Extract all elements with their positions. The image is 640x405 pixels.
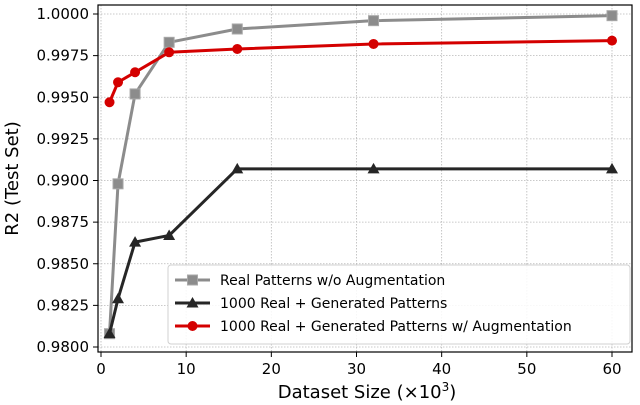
y-tick-label: 0.9975: [37, 47, 90, 65]
data-point-triangle: [606, 162, 618, 174]
y-tick-label: 0.9850: [37, 255, 90, 273]
x-tick-label: 60: [602, 360, 621, 378]
data-point-circle: [164, 47, 175, 58]
data-point-square: [368, 15, 380, 27]
data-point-triangle: [129, 236, 142, 247]
data-point-square: [606, 10, 618, 22]
y-tick-label: 0.9800: [37, 338, 90, 356]
x-axis-ticks: 0 10 20 30 40 50 60: [96, 352, 622, 378]
legend-label: Real Patterns w/o Augmentation: [220, 273, 445, 289]
y-tick-label: 0.9875: [37, 213, 90, 231]
y-tick-label: 1.0000: [37, 5, 90, 23]
legend-label: 1000 Real + Generated Patterns: [220, 296, 447, 312]
data-point-square: [163, 36, 175, 48]
series-real-no-aug: [104, 10, 618, 340]
data-point-square: [112, 178, 124, 190]
legend-box: [167, 264, 631, 345]
x-tick-label: 20: [262, 360, 281, 378]
legend: Real Patterns w/o Augmentation 1000 Real …: [167, 264, 631, 345]
data-point-triangle: [367, 162, 380, 174]
y-axis-label: R2 (Test Set): [2, 121, 23, 235]
data-point-triangle: [163, 229, 176, 240]
data-point-circle: [607, 35, 617, 46]
x-axis-label-superscript: 3: [442, 380, 450, 394]
plot-area-frame: [97, 4, 633, 353]
legend-marker-square: [187, 274, 198, 286]
series-line: [108, 39, 613, 103]
series-real-plus-generated-aug: [104, 35, 617, 108]
x-tick-label: 30: [347, 360, 366, 378]
x-axis-label-base: Dataset Size (×10: [278, 382, 442, 403]
x-tick-label: 50: [517, 360, 536, 378]
y-tick-label: 0.9825: [37, 296, 90, 314]
x-tick-label: 40: [432, 360, 451, 378]
data-point-circle: [104, 97, 115, 108]
legend-item-real-plus-generated: 1000 Real + Generated Patterns: [175, 296, 447, 312]
x-axis-label: Dataset Size (×103): [278, 380, 457, 403]
y-axis-ticks: 0.9800 0.9825 0.9850 0.9875 0.9900 0.9925 0.99…: [37, 5, 98, 356]
legend-item-real-plus-generated-aug: 1000 Real + Generated Patterns w/ Augmen…: [175, 319, 572, 335]
data-point-circle: [113, 77, 124, 88]
legend-label: 1000 Real + Generated Patterns w/ Augmen…: [220, 319, 572, 335]
data-point-circle: [368, 38, 379, 49]
legend-marker-circle: [187, 321, 198, 331]
y-tick-label: 0.9925: [37, 130, 90, 148]
x-tick-label: 10: [177, 360, 196, 378]
data-point-square: [231, 23, 243, 35]
x-tick-label: 0: [96, 360, 106, 378]
data-point-triangle: [112, 292, 125, 304]
legend-item-real-no-aug: Real Patterns w/o Augmentation: [175, 273, 445, 289]
y-tick-label: 0.9950: [37, 88, 90, 106]
x-axis-label-tail: ): [449, 382, 456, 403]
data-point-triangle: [231, 162, 244, 174]
data-point-circle: [232, 43, 243, 54]
series-real-plus-generated: [103, 162, 618, 339]
data-point-triangle: [103, 327, 116, 339]
data-point-circle: [130, 67, 141, 78]
series-layer: [103, 10, 618, 340]
y-tick-label: 0.9900: [37, 172, 90, 190]
legend-marker-triangle: [186, 297, 199, 308]
data-point-square: [129, 88, 141, 100]
